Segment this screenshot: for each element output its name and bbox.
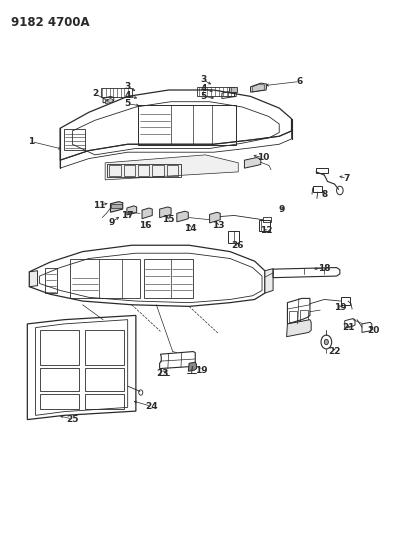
Bar (85, 394, 124, 409)
Text: 18: 18 (318, 264, 330, 272)
Bar (85, 330, 124, 365)
Bar (300, 310, 308, 321)
Text: 23: 23 (156, 369, 169, 378)
Text: 14: 14 (184, 224, 196, 233)
Polygon shape (245, 158, 261, 168)
Text: 11: 11 (93, 201, 105, 210)
Polygon shape (210, 212, 220, 223)
Polygon shape (251, 83, 267, 92)
Bar (39, 330, 79, 365)
Text: 4: 4 (125, 91, 131, 100)
Bar (228, 231, 240, 243)
Text: 9: 9 (108, 218, 115, 227)
Bar (111, 204, 122, 208)
Polygon shape (159, 207, 171, 217)
Bar (289, 311, 297, 322)
Bar (64, 130, 85, 150)
Text: 6: 6 (297, 77, 303, 86)
Bar (85, 368, 124, 391)
Text: 16: 16 (139, 221, 151, 230)
Bar (263, 216, 271, 222)
Bar (166, 165, 178, 176)
Circle shape (324, 340, 328, 345)
Bar (229, 87, 237, 92)
Polygon shape (142, 208, 152, 219)
Text: 1: 1 (28, 137, 35, 146)
Polygon shape (188, 362, 196, 371)
Polygon shape (177, 211, 188, 222)
Bar (138, 106, 236, 146)
Text: 9: 9 (278, 205, 284, 214)
Bar (152, 165, 164, 176)
Text: 19: 19 (335, 303, 347, 312)
Text: 4: 4 (200, 84, 207, 93)
Text: 22: 22 (328, 347, 341, 356)
Text: 3: 3 (200, 75, 207, 84)
Bar (39, 394, 79, 409)
Text: 2: 2 (92, 89, 98, 98)
Bar (316, 167, 328, 173)
Bar (144, 259, 193, 298)
Bar (313, 185, 322, 192)
Bar (124, 165, 135, 176)
Text: 3: 3 (125, 82, 131, 91)
Bar (70, 259, 140, 298)
Text: 24: 24 (145, 402, 158, 411)
Bar (101, 88, 132, 98)
Bar (341, 297, 350, 305)
Polygon shape (105, 155, 238, 180)
Text: 25: 25 (66, 415, 79, 424)
Bar (138, 165, 149, 176)
Text: 19: 19 (195, 366, 208, 375)
Text: 26: 26 (231, 241, 244, 250)
Text: 5: 5 (125, 99, 131, 108)
Polygon shape (106, 99, 113, 104)
Bar (228, 92, 234, 96)
Text: 9182 4700A: 9182 4700A (11, 15, 90, 29)
Bar (259, 220, 270, 231)
Text: 21: 21 (343, 323, 355, 332)
Text: 5: 5 (200, 92, 207, 101)
Text: 8: 8 (321, 190, 328, 199)
Bar (45, 268, 57, 293)
Text: 20: 20 (367, 326, 380, 335)
Bar (197, 87, 234, 96)
Text: 7: 7 (344, 174, 350, 183)
Text: 12: 12 (260, 227, 272, 236)
Polygon shape (111, 201, 123, 212)
Polygon shape (265, 269, 273, 293)
Polygon shape (286, 320, 311, 337)
Text: 10: 10 (256, 153, 269, 162)
Text: 13: 13 (212, 221, 224, 230)
Bar (107, 164, 181, 177)
Polygon shape (127, 206, 137, 215)
Bar (109, 165, 121, 176)
Polygon shape (29, 271, 37, 287)
Text: 17: 17 (121, 212, 134, 221)
Bar (39, 368, 79, 391)
Text: 15: 15 (162, 215, 174, 224)
